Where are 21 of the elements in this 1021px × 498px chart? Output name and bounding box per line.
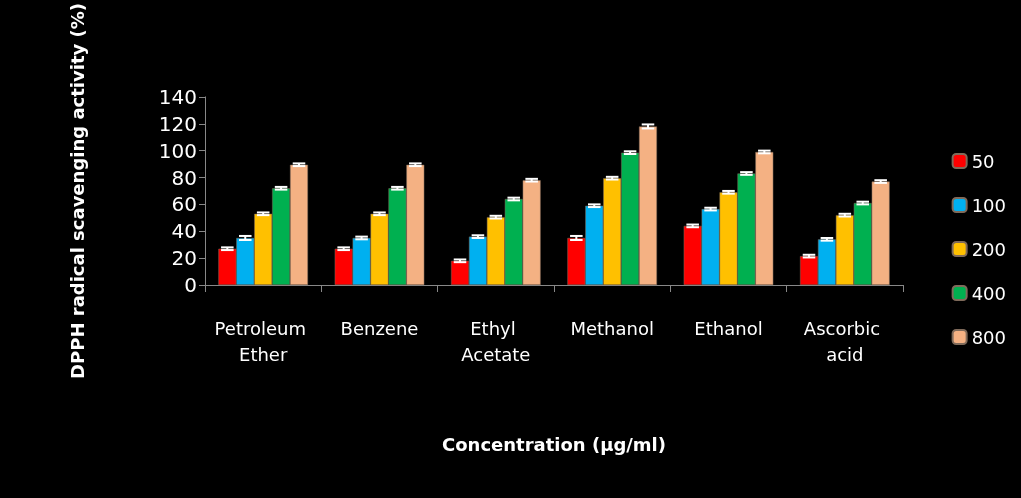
x-tick-label: Methanol [570,317,654,339]
y-tick-label: 140 [158,84,197,109]
legend-label: 50 [971,150,995,172]
legend-label: 200 [971,238,1006,260]
y-tick-label: 80 [171,165,197,190]
y-tick-label: 0 [184,273,197,297]
x-tick-label: Ascorbic acid [803,317,886,365]
x-tick-label: Ethanol [694,317,763,339]
legend-label: 800 [971,326,1006,348]
legend-label: 100 [971,194,1006,216]
y-axis-title: DPPH radical scavenging activity (%) [66,3,88,379]
y-tick-label: 60 [171,192,197,217]
x-tick-label: Benzene [340,317,419,339]
y-tick-label: 120 [158,111,197,136]
legend-label: 400 [971,282,1006,304]
x-axis-title: Concentration (µg/ml) [441,433,667,455]
y-tick-label: 100 [158,138,197,163]
x-tick-label: Petroleum Ether [214,317,312,365]
y-tick-label: 20 [171,246,197,271]
x-tick-label: Ethyl Acetate [461,317,531,365]
y-tick-label: 40 [171,219,197,244]
